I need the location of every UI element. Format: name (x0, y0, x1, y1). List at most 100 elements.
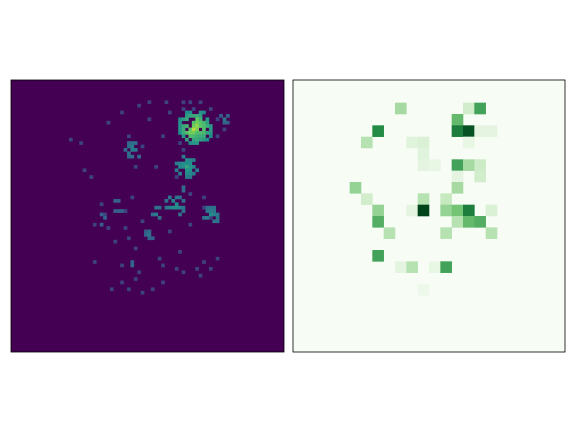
heatmap-cell (181, 165, 186, 169)
heatmap-cell (127, 141, 131, 145)
heatmap-cell (212, 219, 217, 224)
heatmap-cell (372, 250, 384, 262)
heatmap-cell (191, 134, 196, 139)
heatmap-cell (174, 175, 179, 179)
heatmap-cell (120, 209, 124, 213)
heatmap-cell (130, 195, 135, 200)
heatmap-cell (178, 205, 182, 210)
heatmap-cell (463, 159, 475, 171)
heatmap-cell (123, 148, 128, 152)
heatmap-cell (82, 168, 87, 173)
heatmap-cell (185, 158, 189, 162)
heatmap-cell (463, 102, 475, 115)
heatmap-cell (198, 110, 203, 115)
heatmap-left-background (11, 80, 284, 352)
heatmap-cell (451, 204, 464, 217)
heatmap-cell (429, 261, 441, 273)
heatmap-cell (195, 114, 199, 118)
heatmap-cell (198, 117, 203, 122)
heatmap-panel-left (10, 79, 285, 353)
heatmap-cell (188, 161, 193, 166)
heatmap-cell (147, 117, 152, 122)
heatmap-cell (202, 120, 206, 125)
heatmap-cell (451, 216, 464, 228)
heatmap-cell (212, 212, 217, 217)
heatmap-cell (191, 165, 196, 169)
heatmap-cell (188, 131, 193, 135)
heatmap-cell (406, 136, 418, 149)
heatmap-cell (147, 233, 152, 237)
heatmap-cell (195, 124, 199, 128)
heatmap-cell (372, 125, 384, 137)
heatmap-cell (116, 199, 121, 203)
heatmap-cell (113, 199, 118, 203)
heatmap-cell (181, 148, 186, 152)
heatmap-cell (120, 263, 124, 268)
heatmap-cell (127, 144, 131, 149)
heatmap-cell (185, 110, 189, 115)
heatmap-cell (188, 165, 193, 169)
heatmap-cell (99, 212, 104, 217)
heatmap-cell (429, 159, 441, 171)
heatmap-cell (440, 261, 452, 273)
heatmap-cell (127, 154, 131, 159)
heatmap-cell (215, 219, 220, 224)
heatmap-cell (185, 137, 189, 142)
heatmap-cell (123, 226, 128, 230)
heatmap-cell (154, 212, 159, 217)
heatmap-cell (181, 124, 186, 128)
heatmap-left-cells (69, 100, 230, 295)
heatmap-cell (225, 114, 230, 118)
heatmap-cell (395, 261, 407, 273)
heatmap-cell (215, 117, 220, 122)
heatmap-cell (198, 273, 203, 278)
heatmap-cell (215, 212, 220, 217)
heatmap-cell (133, 246, 138, 251)
heatmap-cell (130, 260, 135, 264)
heatmap-cell (79, 141, 83, 145)
heatmap-cell (485, 227, 498, 239)
heatmap-cell (417, 148, 430, 160)
heatmap-cell (208, 127, 213, 132)
heatmap-cell (167, 195, 172, 200)
heatmap-cell (463, 216, 475, 228)
heatmap-cell (451, 159, 464, 171)
heatmap-cell (198, 114, 203, 118)
heatmap-cell (215, 134, 220, 139)
heatmap-cell (208, 216, 213, 220)
heatmap-cell (485, 204, 498, 217)
heatmap-cell (463, 136, 475, 149)
heatmap-cell (417, 193, 430, 205)
heatmap-cell (113, 239, 118, 244)
heatmap-cell (198, 137, 203, 142)
heatmap-cell (161, 280, 165, 285)
heatmap-cell (188, 127, 193, 132)
heatmap-cell (372, 216, 384, 228)
heatmap-cell (188, 222, 193, 227)
heatmap-cell (120, 110, 124, 115)
heatmap-cell (181, 188, 186, 193)
heatmap-cell (116, 209, 121, 213)
heatmap-cell (222, 117, 227, 122)
heatmap-cell (113, 209, 118, 213)
heatmap-cell (185, 165, 189, 169)
heatmap-cell (195, 120, 199, 125)
heatmap-cell (198, 131, 203, 135)
heatmap-cell (150, 212, 155, 217)
heatmap-cell (202, 131, 206, 135)
heatmap-cell (130, 148, 135, 152)
heatmap-cell (202, 110, 206, 115)
heatmap-cell (89, 175, 94, 179)
heatmap-cell (202, 216, 206, 220)
heatmap-cell (349, 182, 362, 194)
heatmap-cell (188, 158, 193, 162)
heatmap-cell (174, 195, 179, 200)
heatmap-cell (99, 222, 104, 227)
heatmap-cell (174, 267, 179, 271)
heatmap-cell (198, 134, 203, 139)
heatmap-cell (103, 212, 107, 217)
heatmap-cell (195, 141, 199, 145)
heatmap-cell (167, 205, 172, 210)
heatmap-cell (171, 199, 176, 203)
heatmap-cell (178, 165, 182, 169)
